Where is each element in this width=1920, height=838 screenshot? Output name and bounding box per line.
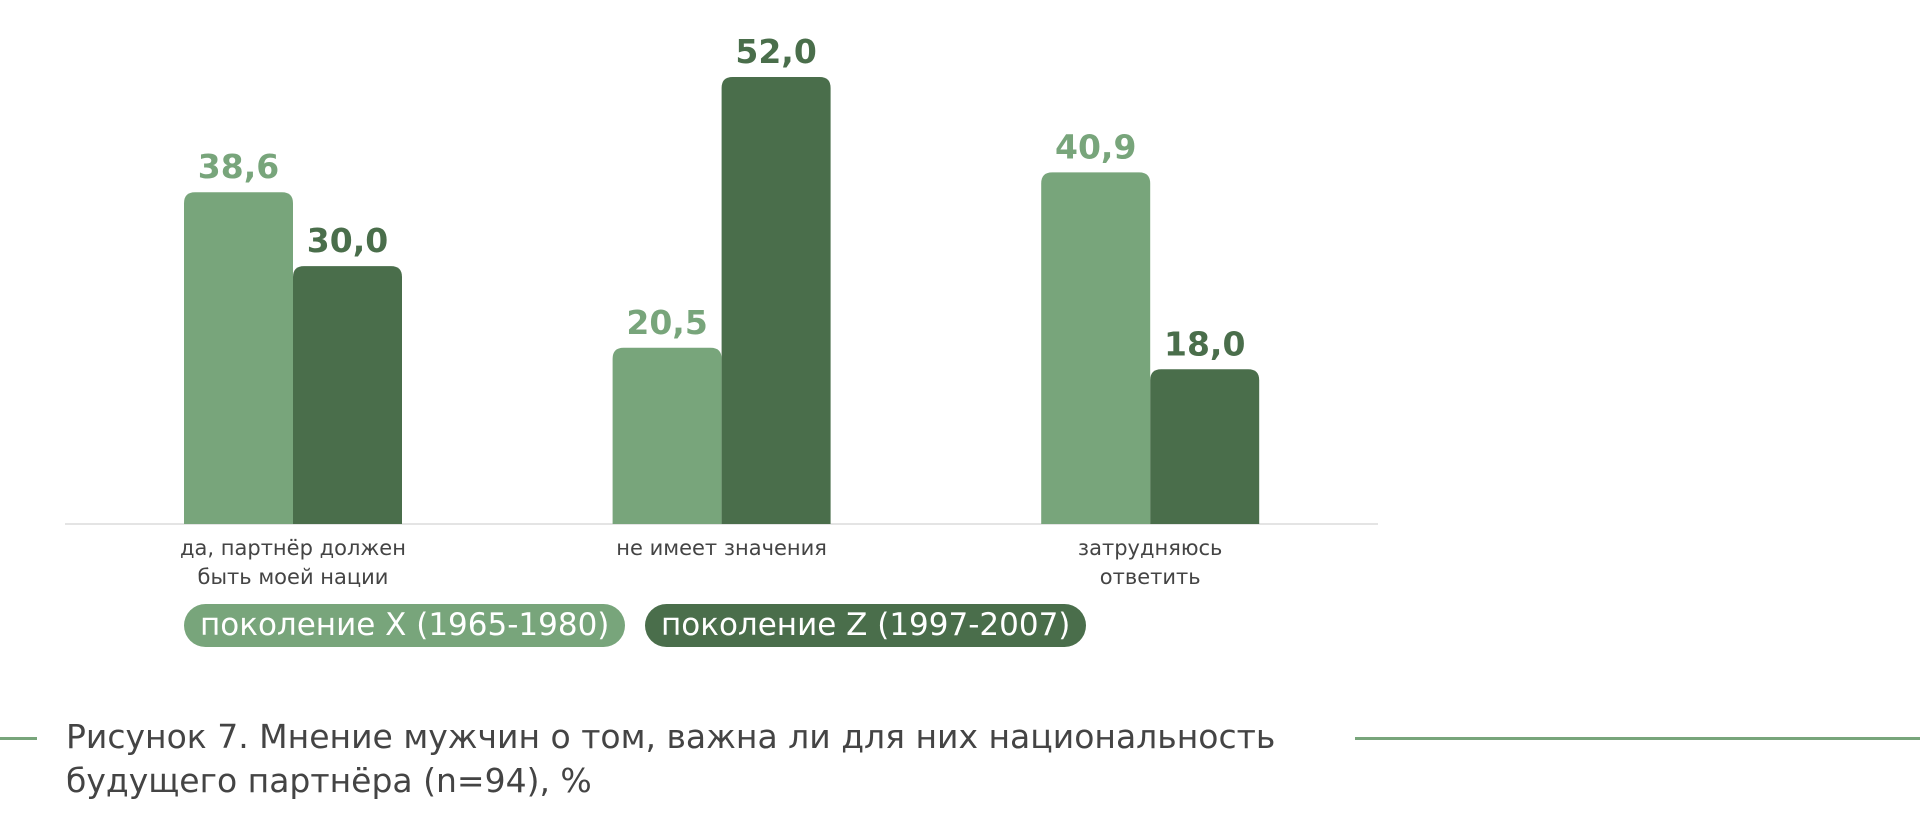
bar: [612, 347, 722, 524]
caption-rule: [0, 737, 37, 740]
x-tick-label: не имеет значения: [616, 536, 827, 560]
x-tick-label: затрудняюсь ответить: [1077, 536, 1223, 589]
chart: 38,6 30,0 20,5 52,0 40,9 18,0: [65, 32, 1378, 525]
legend-item: поколение X (1965-1980): [184, 604, 626, 647]
legend-item: поколение Z (1997-2007): [645, 604, 1087, 647]
bar: [1150, 369, 1260, 524]
value-label: 30,0: [307, 221, 388, 260]
value-label: 18,0: [1164, 324, 1245, 363]
chart-title: Рисунок 7. Мнение мужчин о том, важна ли…: [66, 717, 1276, 800]
value-label: 52,0: [735, 32, 816, 71]
bar: [293, 266, 402, 524]
value-label: 20,5: [626, 303, 707, 342]
value-label: 40,9: [1055, 127, 1136, 166]
bar: [184, 192, 293, 524]
value-label: 38,6: [198, 147, 279, 186]
bar: [1041, 172, 1151, 525]
x-tick-label: да, партнёр должен быть моей нации: [180, 536, 406, 589]
bar: [721, 77, 831, 524]
caption-rule: [1355, 737, 1920, 740]
